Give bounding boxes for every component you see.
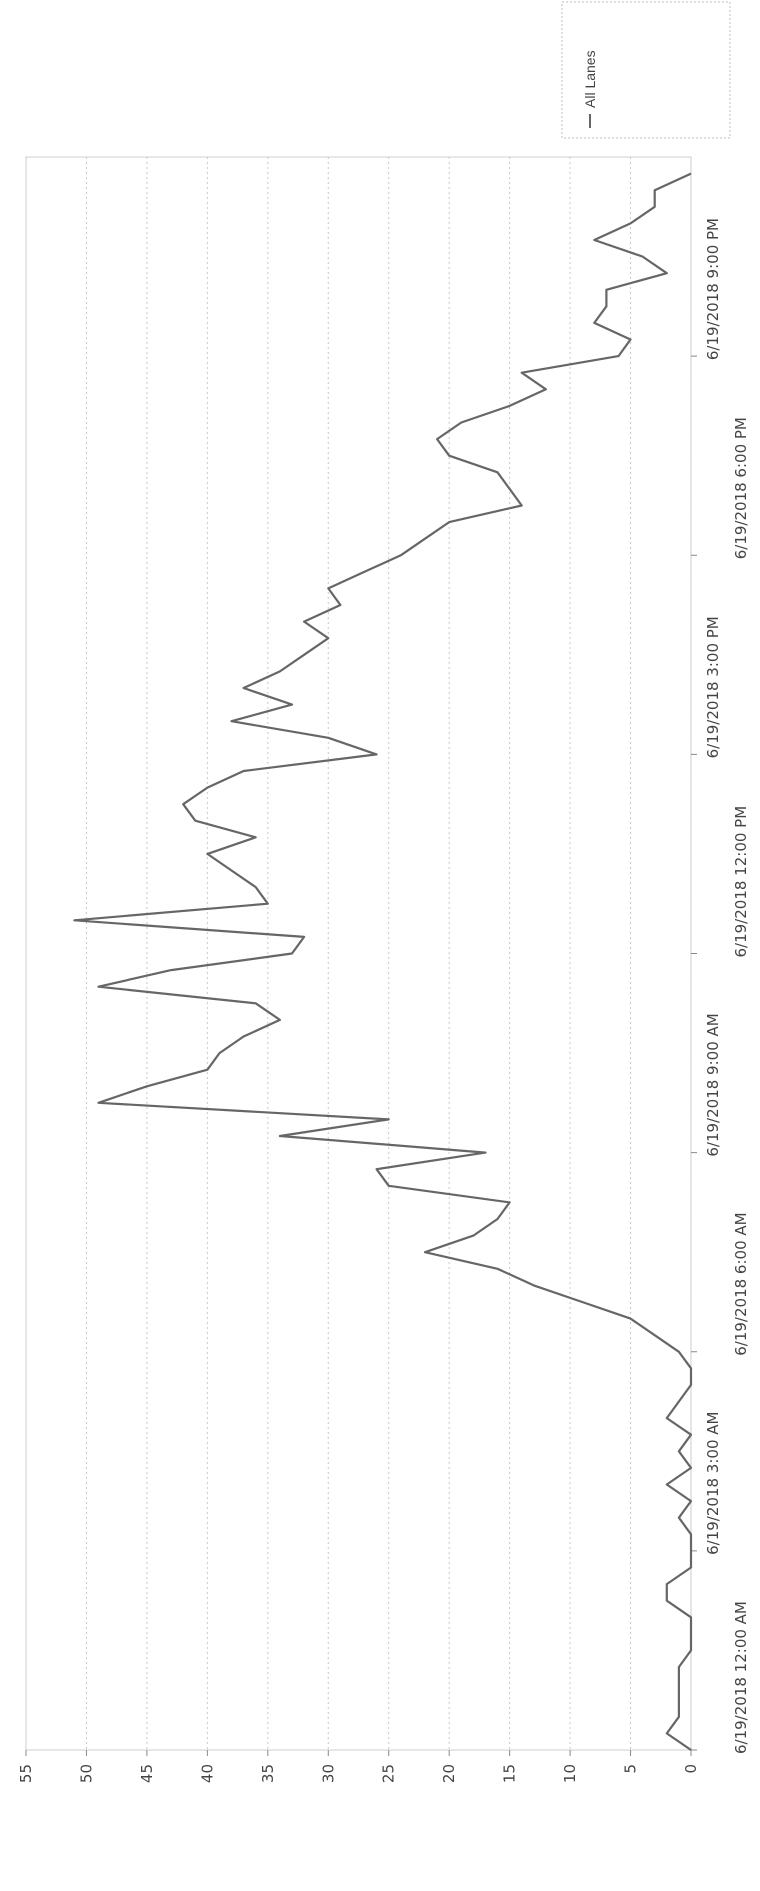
x-tick-label: 6/19/2018 12:00 AM [732,1601,750,1754]
y-tick-label: 0 [682,1764,700,1774]
x-tick-label: 6/19/2018 6:00 AM [732,1212,750,1355]
y-tick-label: 50 [77,1764,95,1783]
x-tick-label: 6/19/2018 6:00 PM [732,417,750,559]
series-line-all-lanes [73,172,693,1751]
series-layer [73,172,693,1751]
y-tick-label: 45 [138,1764,156,1783]
y-tick-label: 35 [259,1764,277,1783]
plot-area [25,156,692,1751]
y-tick-label: 15 [501,1764,519,1783]
x-tick-label: 6/19/2018 12:00 PM [732,806,750,958]
y-axis: 0 5 10 15 20 25 30 35 40 45 50 55 [17,1750,700,1783]
x-tick-label: 6/19/2018 3:00 AM [704,1412,722,1555]
x-tick-label: 6/19/2018 9:00 PM [704,218,722,360]
legend: All Lanes [561,1,731,139]
y-tick-label: 20 [440,1764,458,1783]
y-tick-label: 10 [561,1764,579,1783]
legend-label: All Lanes [582,50,598,108]
y-tick-label: 25 [380,1764,398,1783]
y-tick-label: 30 [319,1764,337,1783]
x-axis: 6/19/2018 12:00 AM 6/19/2018 3:00 AM 6/19/… [691,218,750,1754]
x-tick-label: 6/19/2018 9:00 AM [704,1013,722,1156]
gridlines [25,157,692,1750]
x-tick-label: 6/19/2018 3:00 PM [704,616,722,758]
y-tick-label: 40 [198,1764,216,1783]
y-tick-label: 55 [17,1764,35,1783]
y-tick-label: 5 [622,1764,640,1774]
